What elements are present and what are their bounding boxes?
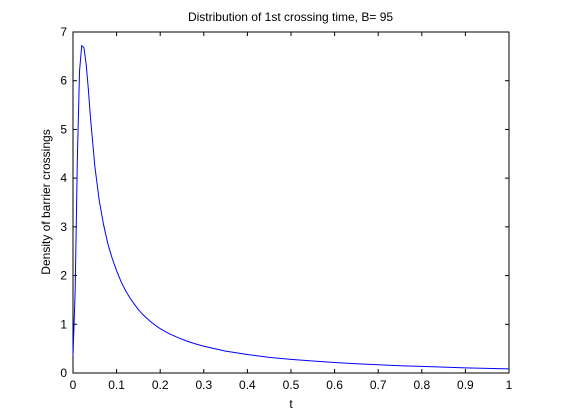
y-tick-label: 4 <box>60 171 67 185</box>
x-tick-label: 0.9 <box>457 378 474 392</box>
y-tick-label: 7 <box>60 25 67 39</box>
y-tick-label: 0 <box>60 366 67 380</box>
series-layer <box>72 44 510 370</box>
y-axis-label: Density of barrier crossings <box>39 129 53 274</box>
series-line <box>72 44 510 370</box>
x-tick-label: 0.3 <box>195 378 212 392</box>
x-tick-label: 0.7 <box>370 378 387 392</box>
y-tick-label: 3 <box>60 220 67 234</box>
x-tick-label: 0 <box>70 378 77 392</box>
x-tick-label: 0.4 <box>239 378 256 392</box>
x-tick-label: 0.6 <box>326 378 343 392</box>
x-axis: 0 0.1 0.2 0.3 0.4 0.5 0.6 0.7 0.8 0.9 1 <box>70 32 513 392</box>
x-tick-label: 0.8 <box>413 378 430 392</box>
chart-title: Distribution of 1st crossing time, B= 95 <box>188 10 393 24</box>
x-tick-label: 1 <box>506 378 513 392</box>
plot-area: 0 0.1 0.2 0.3 0.4 0.5 0.6 0.7 0.8 0.9 1 0 1 2 3 4 5 6 7 <box>60 25 512 392</box>
y-tick-label: 1 <box>60 317 67 331</box>
x-tick-label: 0.1 <box>108 378 125 392</box>
x-tick-label: 0.5 <box>283 378 300 392</box>
y-axis: 0 1 2 3 4 5 6 7 <box>60 25 509 380</box>
axes-box <box>72 31 510 374</box>
x-axis-label: t <box>289 397 293 411</box>
y-tick-label: 5 <box>60 122 67 136</box>
x-tick-label: 0.2 <box>152 378 169 392</box>
y-tick-label: 2 <box>60 269 67 283</box>
y-tick-label: 6 <box>60 74 67 88</box>
